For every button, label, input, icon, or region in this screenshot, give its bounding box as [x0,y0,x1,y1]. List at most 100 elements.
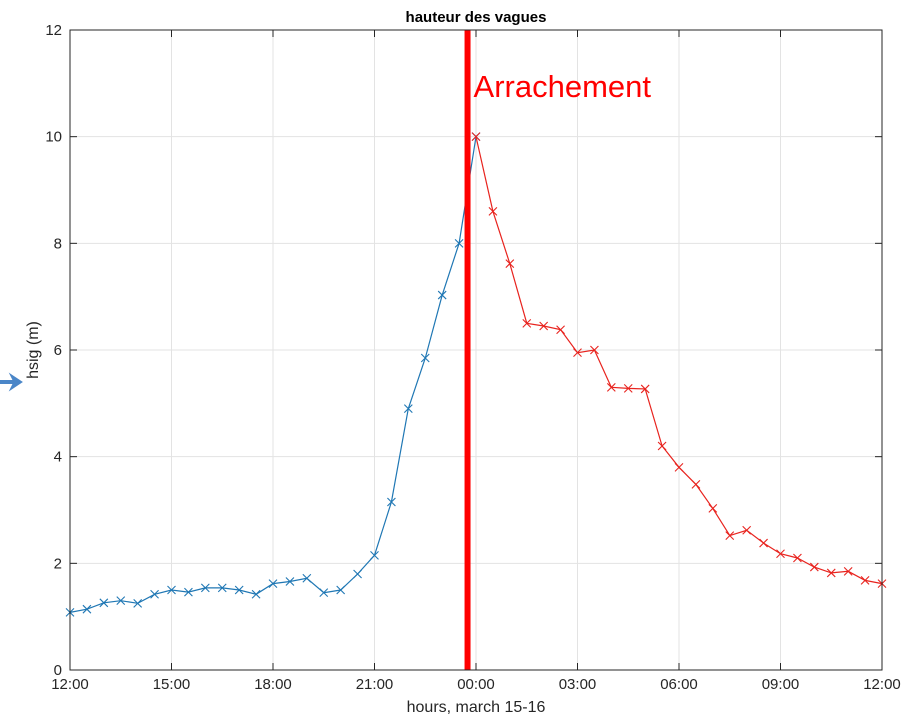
y-tick-label: 10 [45,129,62,146]
data-point [556,325,565,335]
data-point [420,353,430,363]
y-tick-label: 2 [54,555,62,572]
x-tick-label: 12:00 [863,676,901,693]
data-point [234,585,244,595]
x-tick-label: 03:00 [559,676,597,693]
data-point-stroke-b [742,525,752,535]
x-tick-label: 00:00 [457,676,495,693]
data-point-stroke-b [200,583,210,593]
data-point-stroke-b [234,585,244,595]
data-point-stroke-b [268,579,278,588]
data-point [268,579,278,588]
data-point [488,206,498,216]
data-point [403,404,413,414]
data-point-stroke-b [725,531,735,540]
annotation-group: Arrachement [464,30,652,670]
data-point-stroke-b [285,577,295,586]
data-point-stroke-b [319,588,329,598]
data-point [573,348,582,358]
data-point [99,598,109,608]
data-point-stroke-b [505,259,515,268]
data-point [691,480,701,489]
data-point [437,290,447,300]
y-axis-label: hsig (m) [25,321,42,379]
data-point [116,596,126,606]
data-point [759,538,768,548]
data-point-stroke-b [387,497,396,507]
data-point-stroke-b [454,238,464,248]
data-point [860,576,870,585]
data-point-stroke-b [674,462,684,472]
data-point-stroke-b [82,604,92,614]
data-point [133,598,143,608]
data-point-stroke-b [860,576,870,585]
data-point [505,259,515,268]
data-point-stroke-b [590,345,599,355]
grid [69,29,883,671]
data-point [809,562,819,572]
x-tick-label: 09:00 [762,676,800,693]
data-point-stroke-b [251,589,261,599]
data-point [82,604,92,614]
data-point [200,583,210,593]
data-point [725,531,735,540]
data-point-stroke-b [573,348,582,358]
data-point-stroke-b [776,549,785,559]
data-point [285,577,295,586]
data-point-stroke-b [150,589,159,599]
x-axis-label: hours, march 15-16 [407,699,546,716]
data-point-stroke-b [759,538,768,548]
data-point-stroke-b [623,384,633,393]
data-point-stroke-b [336,585,346,595]
data-point-stroke-b [437,290,447,300]
data-point-stroke-b [657,441,667,451]
x-tick-label: 18:00 [254,676,292,693]
data-point-stroke-b [809,562,819,572]
data-point-stroke-b [708,504,718,513]
x-tick-label: 15:00 [153,676,191,693]
data-point [454,238,464,248]
markers-group [65,132,887,617]
data-point-stroke-b [420,353,430,363]
data-point-stroke-b [691,480,701,489]
data-point-stroke-b [640,384,650,394]
data-point-stroke-b [843,566,853,576]
data-point [776,549,785,559]
x-tick-label: 06:00 [660,676,698,693]
data-point [539,321,549,331]
y-tick-label: 12 [45,22,62,39]
data-point [150,589,159,599]
data-point [742,525,752,535]
data-point [826,568,836,578]
data-point [302,573,312,583]
data-point-stroke-b [302,573,312,583]
data-point-stroke-b [471,132,481,142]
data-point [387,497,396,507]
data-point [674,462,684,472]
data-point-stroke-b [133,598,143,608]
data-point [336,585,346,595]
annotation-label: Arrachement [474,69,652,104]
data-point-stroke-b [556,325,565,335]
data-point [623,384,633,393]
data-point [657,441,667,451]
data-point [640,384,650,394]
y-tick-label: 8 [54,235,62,252]
y-tick-label: 0 [54,662,62,679]
data-point-stroke-b [184,587,193,597]
data-point-stroke-b [488,206,498,216]
data-point [353,569,362,579]
data-point [370,550,379,560]
data-point [217,583,227,593]
data-point-stroke-b [539,321,549,331]
data-point [471,132,481,142]
data-point [184,587,193,597]
data-point [522,318,532,328]
data-point-stroke-b [606,382,616,392]
x-tick-label: 21:00 [356,676,394,693]
data-point [843,566,853,576]
arrow-right-icon [0,372,23,392]
data-point [606,382,616,392]
data-point-stroke-b [167,585,176,595]
data-point-stroke-b [353,569,362,579]
